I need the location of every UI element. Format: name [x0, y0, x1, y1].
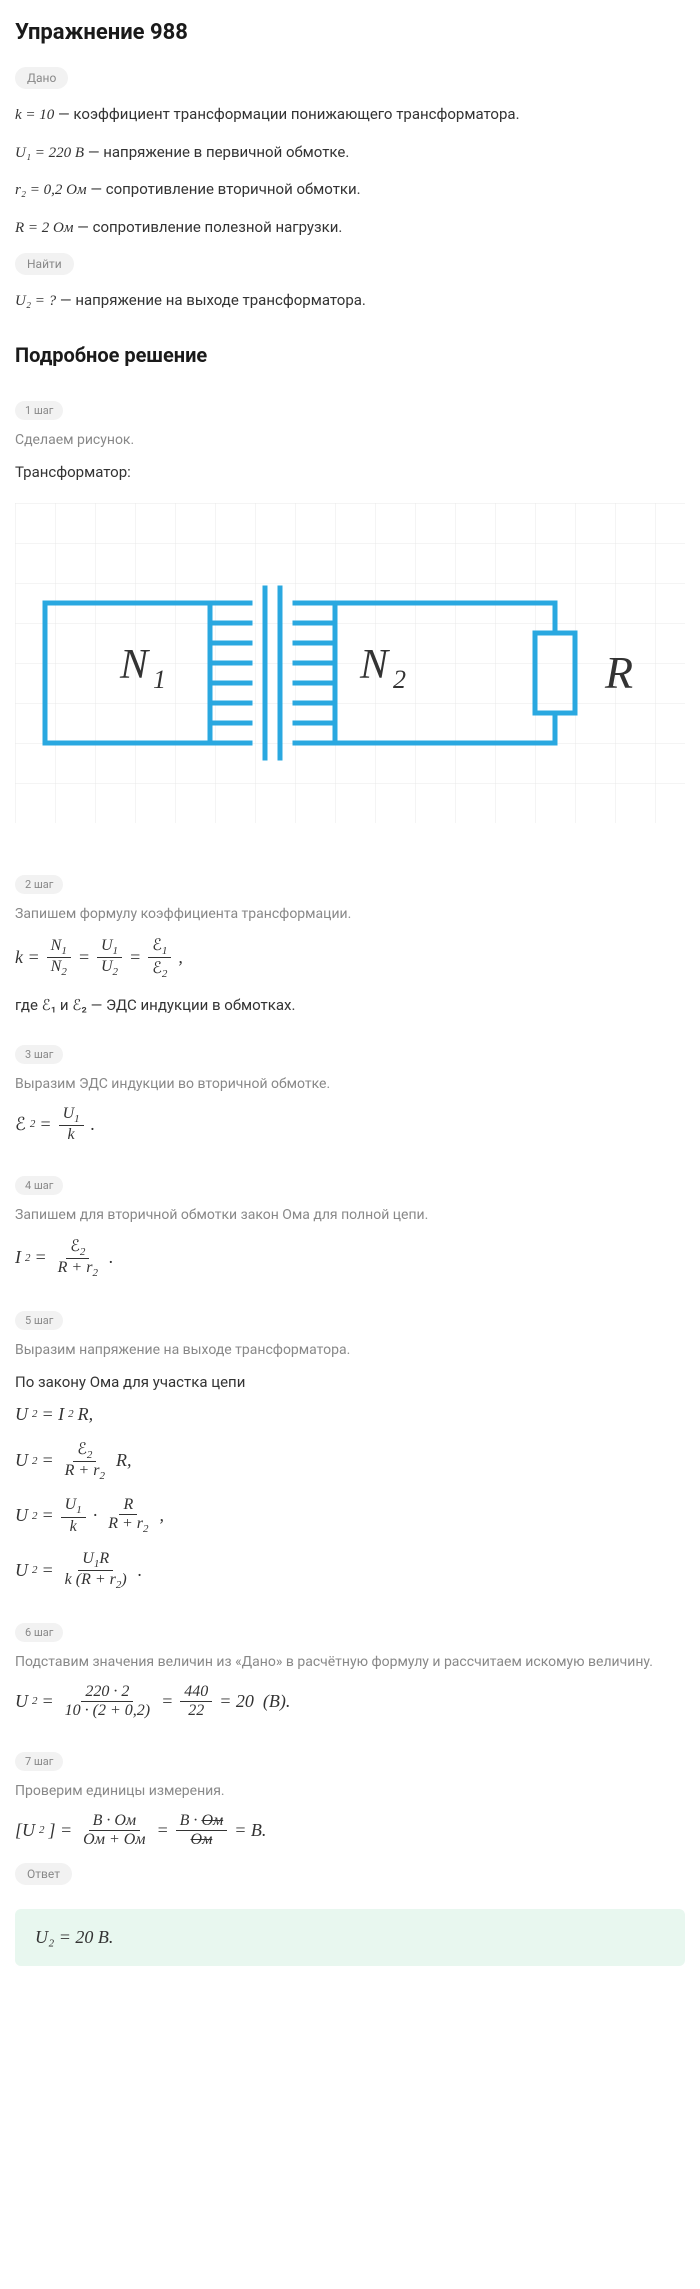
formula-units: [U2] = В · ОмОм + Ом = В · ОмОм = В.	[15, 1812, 685, 1849]
step-5-badge: 5 шаг	[15, 1311, 63, 1330]
step-1-body: Трансформатор:	[15, 461, 685, 484]
formula-i2: I2 = ℰ2R + r2.	[15, 1236, 685, 1279]
given-badge: Дано	[15, 67, 68, 89]
exercise-title: Упражнение 988	[15, 20, 685, 45]
diagram-n1-label: N	[119, 642, 150, 688]
step-2-text: Запишем формулу коэффициента трансформац…	[15, 904, 685, 925]
given-line-2: r₂ = 0,2 Ом — сопротивление вторичной об…	[15, 178, 685, 202]
math-expr: U₁ = 220 В	[15, 145, 84, 161]
answer-box: U₂ = 20 В.	[15, 1909, 685, 1966]
answer-badge: Ответ	[15, 1863, 72, 1885]
step-6-text: Подставим значения величин из «Дано» в р…	[15, 1652, 685, 1673]
formula-u2-4: U2 = U1Rk (R + r2).	[15, 1550, 685, 1591]
formula-e2: ℰ2 = U1k.	[15, 1105, 685, 1144]
formula-u2-3: U2 = U1k · RR + r2,	[15, 1496, 685, 1535]
step-3-badge: 3 шаг	[15, 1045, 63, 1064]
math-desc: — сопротивление полезной нагрузки.	[73, 218, 342, 236]
formula-calc: U2 = 220 · 210 · (2 + 0,2) = 44022 = 20 …	[15, 1683, 685, 1720]
find-line: U₂ = ? — напряжение на выходе трансформа…	[15, 289, 685, 313]
math-expr: r₂ = 0,2 Ом	[15, 182, 87, 198]
given-line-3: R = 2 Ом — сопротивление полезной нагруз…	[15, 216, 685, 240]
math-desc: — сопротивление вторичной обмотки.	[87, 180, 361, 198]
step-2-after: где ℰ₁ и ℰ₂ — ЭДС индукции в обмотках.	[15, 994, 685, 1017]
formula-k: k = N1N2 = U1U2 = ℰ1ℰ2,	[15, 935, 685, 980]
step-4-text: Запишем для вторичной обмотки закон Ома …	[15, 1205, 685, 1226]
math-expr: k = 10	[15, 107, 54, 123]
step-4-badge: 4 шаг	[15, 1176, 63, 1195]
diagram-r-label: R	[604, 647, 633, 698]
formula-u2-2: U2 = ℰ2R + r2 R,	[15, 1439, 685, 1482]
find-badge: Найти	[15, 253, 74, 275]
given-line-0: k = 10 — коэффициент трансформации пониж…	[15, 103, 685, 127]
given-line-1: U₁ = 220 В — напряжение в первичной обмо…	[15, 141, 685, 165]
formula-u2-1: U2 = I2R,	[15, 1404, 685, 1425]
math-desc: — коэффициент трансформации понижающего …	[54, 105, 519, 123]
step-5-body: По закону Ома для участка цепи	[15, 1371, 685, 1394]
step-7-text: Проверим единицы измерения.	[15, 1781, 685, 1802]
step-3-text: Выразим ЭДС индукции во вторичной обмотк…	[15, 1074, 685, 1095]
transformer-diagram: N 1 N 2 R	[15, 503, 685, 827]
math-desc: — напряжение на выходе трансформатора.	[56, 291, 366, 309]
step-5-text: Выразим напряжение на выходе трансформат…	[15, 1340, 685, 1361]
solution-title: Подробное решение	[15, 343, 685, 367]
step-1-badge: 1 шаг	[15, 401, 63, 420]
diagram-n2-label: N	[359, 642, 390, 688]
math-expr: R = 2 Ом	[15, 220, 73, 236]
step-6-badge: 6 шаг	[15, 1623, 63, 1642]
svg-text:1: 1	[153, 665, 166, 694]
step-1-text: Сделаем рисунок.	[15, 430, 685, 451]
svg-text:2: 2	[393, 665, 406, 694]
step-7-badge: 7 шаг	[15, 1752, 63, 1771]
step-2-badge: 2 шаг	[15, 875, 63, 894]
math-expr: U₂ = ?	[15, 293, 56, 309]
math-desc: — напряжение в первичной обмотке.	[84, 143, 349, 161]
answer-value: U₂ = 20 В.	[35, 1927, 665, 1948]
